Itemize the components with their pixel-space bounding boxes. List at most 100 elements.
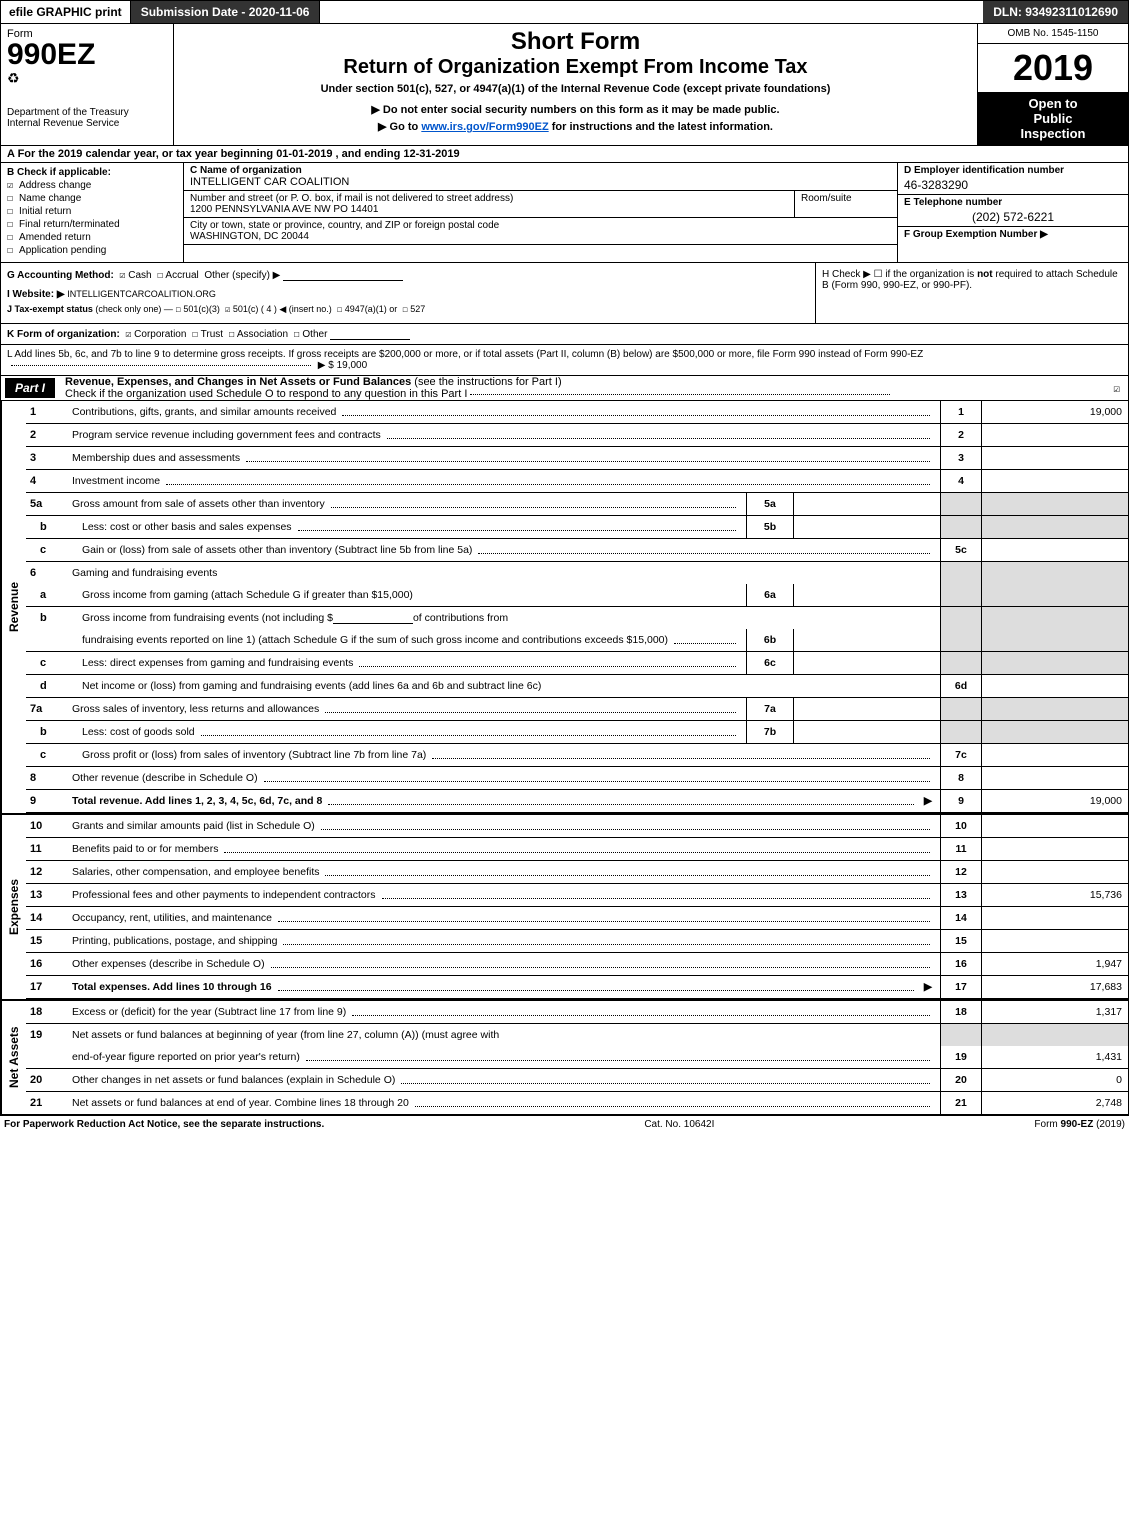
arrow-9: ▶: [924, 795, 932, 807]
desc-11: Benefits paid to or for members: [72, 843, 218, 855]
l-value: 19,000: [337, 360, 368, 371]
val-3: [981, 447, 1128, 469]
l-dots: [11, 365, 311, 366]
part-1-check-line: Check if the organization used Schedule …: [65, 388, 467, 400]
val-8: [981, 767, 1128, 789]
desc-8: Other revenue (describe in Schedule O): [72, 772, 258, 784]
val-19: 1,431: [981, 1046, 1128, 1068]
ln-9: 9: [26, 790, 68, 812]
chk-501c3[interactable]: ☐: [175, 305, 180, 315]
ln-13: 13: [26, 884, 68, 906]
goto-line: ▶ Go to www.irs.gov/Form990EZ for instru…: [180, 120, 971, 133]
desc-13: Professional fees and other payments to …: [72, 889, 376, 901]
line-17: 17 Total expenses. Add lines 10 through …: [26, 976, 1128, 999]
ln-7c: c: [26, 744, 78, 766]
chk-association[interactable]: ☐: [229, 329, 235, 340]
chk-initial-return[interactable]: ☐ Initial return: [7, 206, 177, 217]
street-cell: Number and street (or P. O. box, if mail…: [184, 191, 795, 217]
efile-print-button[interactable]: efile GRAPHIC print: [1, 1, 131, 23]
chk-name-change[interactable]: ☐ Name change: [7, 193, 177, 204]
ln-12: 12: [26, 861, 68, 883]
other-org-blank[interactable]: [330, 328, 410, 340]
form-number: 990EZ: [7, 40, 167, 70]
chk-527[interactable]: ☐: [402, 305, 407, 315]
chk-other-org[interactable]: ☐: [294, 329, 300, 340]
ln-5c: c: [26, 539, 78, 561]
expenses-rows: 10 Grants and similar amounts paid (list…: [26, 815, 1128, 999]
midval-5b: [794, 516, 940, 538]
val-13: 15,736: [981, 884, 1128, 906]
accrual-label: Accrual: [165, 270, 198, 281]
col-gij: G Accounting Method: ☑ Cash ☐ Accrual Ot…: [1, 263, 815, 323]
desc-14: Occupancy, rent, utilities, and maintena…: [72, 912, 272, 924]
page-footer: For Paperwork Reduction Act Notice, see …: [0, 1115, 1129, 1133]
header-right: OMB No. 1545-1150 2019 Open to Public In…: [977, 24, 1128, 145]
val-12: [981, 861, 1128, 883]
chk-cash[interactable]: ☑: [119, 270, 125, 281]
val-1: 19,000: [981, 401, 1128, 423]
goto-link[interactable]: www.irs.gov/Form990EZ: [421, 121, 548, 133]
line-6b-part1: b Gross income from fundraising events (…: [26, 607, 1128, 629]
netassets-side-label: Net Assets: [1, 1001, 26, 1114]
top-toolbar: efile GRAPHIC print Submission Date - 20…: [0, 0, 1129, 24]
city-label: City or town, state or province, country…: [190, 220, 499, 231]
blank-6b[interactable]: [333, 612, 413, 624]
l-text: L Add lines 5b, 6c, and 7b to line 9 to …: [7, 349, 923, 360]
midval-7a: [794, 698, 940, 720]
chk-501c[interactable]: ☑: [225, 305, 230, 315]
part-1-dots: [470, 394, 890, 395]
part-1-tag: Part I: [5, 378, 55, 398]
addr-row: Number and street (or P. O. box, if mail…: [184, 191, 897, 217]
val-4: [981, 470, 1128, 492]
desc-19b: end-of-year figure reported on prior yea…: [72, 1051, 300, 1063]
k-assoc: Association: [237, 329, 288, 340]
desc-21: Net assets or fund balances at end of ye…: [72, 1097, 409, 1109]
val-11: [981, 838, 1128, 860]
chk-trust[interactable]: ☐: [192, 329, 198, 340]
dln-label: DLN: 93492311012690: [983, 1, 1128, 23]
val-6-shade: [981, 562, 1128, 584]
midval-5a: [794, 493, 940, 515]
ln-20: 20: [26, 1069, 68, 1091]
submission-date-button[interactable]: Submission Date - 2020-11-06: [131, 1, 321, 23]
h-text1: H Check ▶ ☐ if the organization is: [822, 269, 977, 280]
desc-15: Printing, publications, postage, and shi…: [72, 935, 277, 947]
line-7c: c Gross profit or (loss) from sales of i…: [26, 744, 1128, 767]
chk-4947[interactable]: ☐: [337, 305, 342, 315]
line-2: 2 Program service revenue including gove…: [26, 424, 1128, 447]
line-5b: b Less: cost or other basis and sales ex…: [26, 516, 1128, 539]
chk-accrual[interactable]: ☐: [157, 270, 163, 281]
num-7b-shade: [940, 721, 981, 743]
j-label: J Tax-exempt status: [7, 304, 93, 314]
num-2: 2: [940, 424, 981, 446]
val-6b1-shade: [981, 607, 1128, 629]
block-ghij: G Accounting Method: ☑ Cash ☐ Accrual Ot…: [0, 263, 1129, 324]
revenue-rows: 1 Contributions, gifts, grants, and simi…: [26, 401, 1128, 813]
chk-corporation[interactable]: ☑: [125, 329, 131, 340]
return-title: Return of Organization Exempt From Incom…: [180, 56, 971, 79]
chk-application-pending[interactable]: ☐ Application pending: [7, 245, 177, 256]
footer-form: 990-EZ: [1061, 1119, 1094, 1130]
chk-address-change-label: Address change: [19, 180, 91, 191]
chk-address-change[interactable]: ☑ Address change: [7, 180, 177, 191]
box-b: B Check if applicable: ☑ Address change …: [1, 163, 184, 262]
num-6a-shade: [940, 584, 981, 606]
desc-6c: Less: direct expenses from gaming and fu…: [82, 657, 353, 669]
box-f: F Group Exemption Number ▶: [898, 227, 1128, 242]
line-21: 21 Net assets or fund balances at end of…: [26, 1092, 1128, 1114]
ln-10: 10: [26, 815, 68, 837]
city-cell: City or town, state or province, country…: [184, 217, 897, 245]
form-header: Form 990EZ ♻ Department of the Treasury …: [0, 24, 1129, 146]
g-label: G Accounting Method:: [7, 270, 114, 281]
chk-schedule-o[interactable]: ☑: [1113, 382, 1120, 395]
val-5b-shade: [981, 516, 1128, 538]
chk-final-return[interactable]: ☐ Final return/terminated: [7, 219, 177, 230]
other-specify-blank[interactable]: [283, 269, 403, 281]
num-17: 17: [940, 976, 981, 998]
arrow-17: ▶: [924, 981, 932, 993]
part-1-title-text: Revenue, Expenses, and Changes in Net As…: [65, 376, 411, 388]
num-4: 4: [940, 470, 981, 492]
l-arrow: ▶ $: [318, 360, 334, 371]
row-l: L Add lines 5b, 6c, and 7b to line 9 to …: [0, 344, 1129, 375]
chk-amended-return[interactable]: ☐ Amended return: [7, 232, 177, 243]
